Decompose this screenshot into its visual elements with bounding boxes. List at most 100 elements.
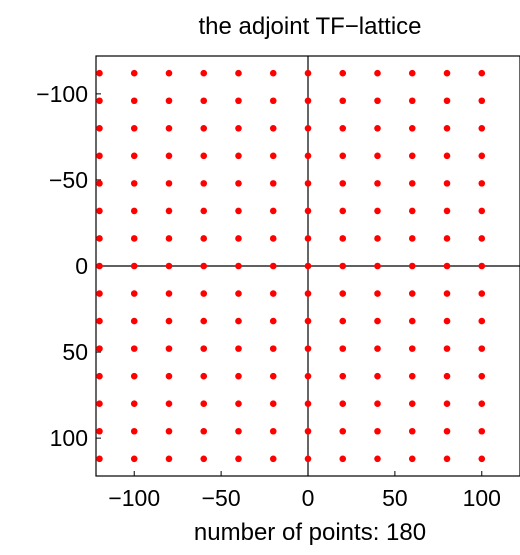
- lattice-point: [478, 124, 486, 132]
- lattice-point: [235, 152, 242, 160]
- lattice-point: [408, 400, 416, 408]
- lattice-point: [200, 152, 208, 160]
- lattice-point: [269, 427, 277, 435]
- lattice-point: [200, 69, 208, 77]
- lattice-point: [339, 262, 347, 270]
- lattice-point: [339, 152, 347, 160]
- lattice-point: [165, 97, 173, 105]
- lattice-point: [235, 317, 242, 325]
- lattice-point: [339, 345, 347, 352]
- lattice-point: [304, 372, 312, 380]
- lattice-point: [443, 427, 451, 435]
- lattice-point: [130, 97, 138, 105]
- lattice-point: [374, 97, 381, 105]
- lattice-point: [408, 207, 416, 215]
- lattice-point: [408, 345, 416, 352]
- lattice-point: [339, 455, 347, 463]
- lattice-point: [200, 207, 208, 215]
- lattice-point: [200, 97, 208, 105]
- lattice-point: [96, 69, 103, 77]
- x-tick-label: −50: [202, 485, 241, 511]
- lattice-point: [339, 207, 347, 215]
- lattice-point: [165, 372, 173, 380]
- lattice-point: [235, 400, 242, 408]
- lattice-point: [408, 124, 416, 132]
- chart-title: the adjoint TF−lattice: [198, 13, 421, 40]
- lattice-point: [200, 345, 208, 352]
- x-tick-label: 50: [382, 485, 408, 511]
- lattice-point: [304, 124, 312, 132]
- lattice-point: [200, 455, 208, 463]
- lattice-point: [165, 180, 173, 187]
- lattice-point: [304, 345, 312, 352]
- lattice-point: [374, 124, 381, 132]
- lattice-point: [96, 180, 103, 187]
- lattice-point: [130, 345, 138, 352]
- lattice-point: [478, 427, 486, 435]
- x-axis-ticks: −100 −50 0 50 100: [108, 471, 501, 511]
- lattice-point: [408, 69, 416, 77]
- lattice-point: [304, 262, 312, 270]
- lattice-point: [478, 372, 486, 380]
- lattice-point: [269, 124, 277, 132]
- x-axis-label: number of points: 180: [194, 519, 426, 546]
- lattice-point: [200, 427, 208, 435]
- lattice-point: [478, 290, 486, 297]
- lattice-point: [235, 69, 242, 77]
- lattice-point: [478, 262, 486, 270]
- lattice-point: [96, 124, 103, 132]
- lattice-point: [130, 207, 138, 215]
- y-axis-ticks: −100 −50 0 50 100: [36, 81, 101, 451]
- lattice-point: [339, 317, 347, 325]
- lattice-point: [339, 69, 347, 77]
- lattice-point: [443, 152, 451, 160]
- lattice-point: [130, 400, 138, 408]
- lattice-point: [165, 152, 173, 160]
- lattice-point: [165, 427, 173, 435]
- lattice-point: [235, 345, 242, 352]
- lattice-point: [200, 290, 208, 297]
- lattice-point: [408, 317, 416, 325]
- lattice-point: [304, 427, 312, 435]
- lattice-point: [200, 400, 208, 408]
- lattice-point: [235, 372, 242, 380]
- lattice-point: [443, 317, 451, 325]
- lattice-point: [96, 427, 103, 435]
- lattice-point: [96, 317, 103, 325]
- lattice-point: [374, 69, 381, 77]
- lattice-point: [130, 317, 138, 325]
- lattice-point: [443, 400, 451, 408]
- lattice-point: [269, 207, 277, 215]
- lattice-point: [96, 372, 103, 380]
- lattice-point: [96, 455, 103, 463]
- lattice-point: [130, 427, 138, 435]
- lattice-point: [478, 400, 486, 408]
- lattice-point: [200, 262, 208, 270]
- lattice-point: [339, 400, 347, 408]
- lattice-point: [200, 372, 208, 380]
- lattice-point: [200, 180, 208, 187]
- lattice-point: [478, 69, 486, 77]
- lattice-point: [339, 97, 347, 105]
- lattice-point: [165, 207, 173, 215]
- lattice-point: [304, 317, 312, 325]
- lattice-point: [478, 180, 486, 187]
- lattice-point: [408, 455, 416, 463]
- lattice-point: [408, 372, 416, 380]
- lattice-point: [235, 427, 242, 435]
- lattice-point: [165, 290, 173, 297]
- lattice-point: [304, 69, 312, 77]
- lattice-point: [304, 235, 312, 242]
- lattice-point: [443, 207, 451, 215]
- y-tick-label: 100: [50, 425, 88, 451]
- lattice-point: [443, 124, 451, 132]
- lattice-point: [443, 180, 451, 187]
- lattice-point: [130, 290, 138, 297]
- lattice-point: [269, 69, 277, 77]
- lattice-point: [304, 180, 312, 187]
- lattice-point: [200, 124, 208, 132]
- lattice-point: [130, 372, 138, 380]
- lattice-point: [374, 400, 381, 408]
- lattice-points: [96, 69, 486, 463]
- lattice-point: [96, 262, 103, 270]
